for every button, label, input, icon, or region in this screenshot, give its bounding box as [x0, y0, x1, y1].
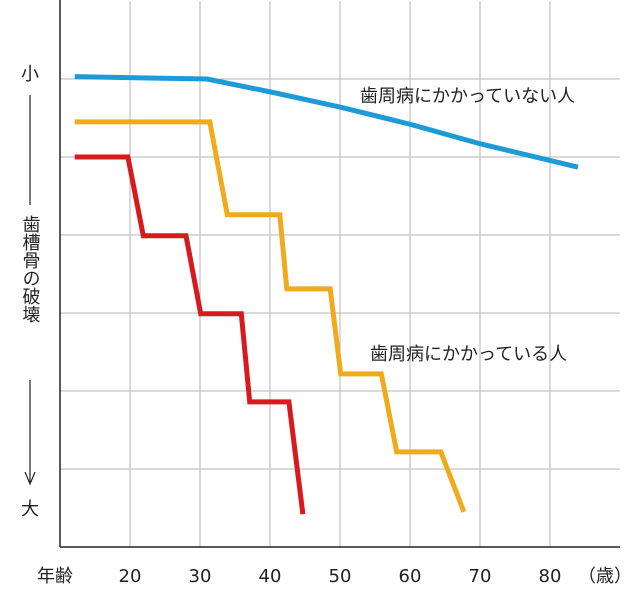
x-tick-label: 40 — [259, 566, 282, 587]
x-axis-label: 年齢 — [37, 566, 73, 587]
x-tick-label: 70 — [469, 566, 492, 587]
x-tick-label: 50 — [329, 566, 352, 587]
x-tick-label: 20 — [119, 566, 142, 587]
series-label: 歯周病にかかっていない人 — [360, 86, 575, 107]
x-tick-label: 60 — [399, 566, 422, 587]
y-axis-label: 歯槽骨の破壊 — [20, 215, 41, 323]
data-line — [74, 154, 306, 515]
y-arrowhead — [24, 471, 36, 486]
x-unit: （歳） — [578, 566, 632, 587]
x-tick-label: 80 — [539, 566, 562, 587]
y-label-bottom: 大 — [21, 499, 39, 520]
data-line — [74, 74, 579, 170]
x-tick-label: 30 — [189, 566, 212, 587]
series-label: 歯周病にかかっている人 — [370, 344, 567, 365]
y-label-top: 小 — [21, 64, 39, 85]
data-line — [74, 119, 467, 513]
